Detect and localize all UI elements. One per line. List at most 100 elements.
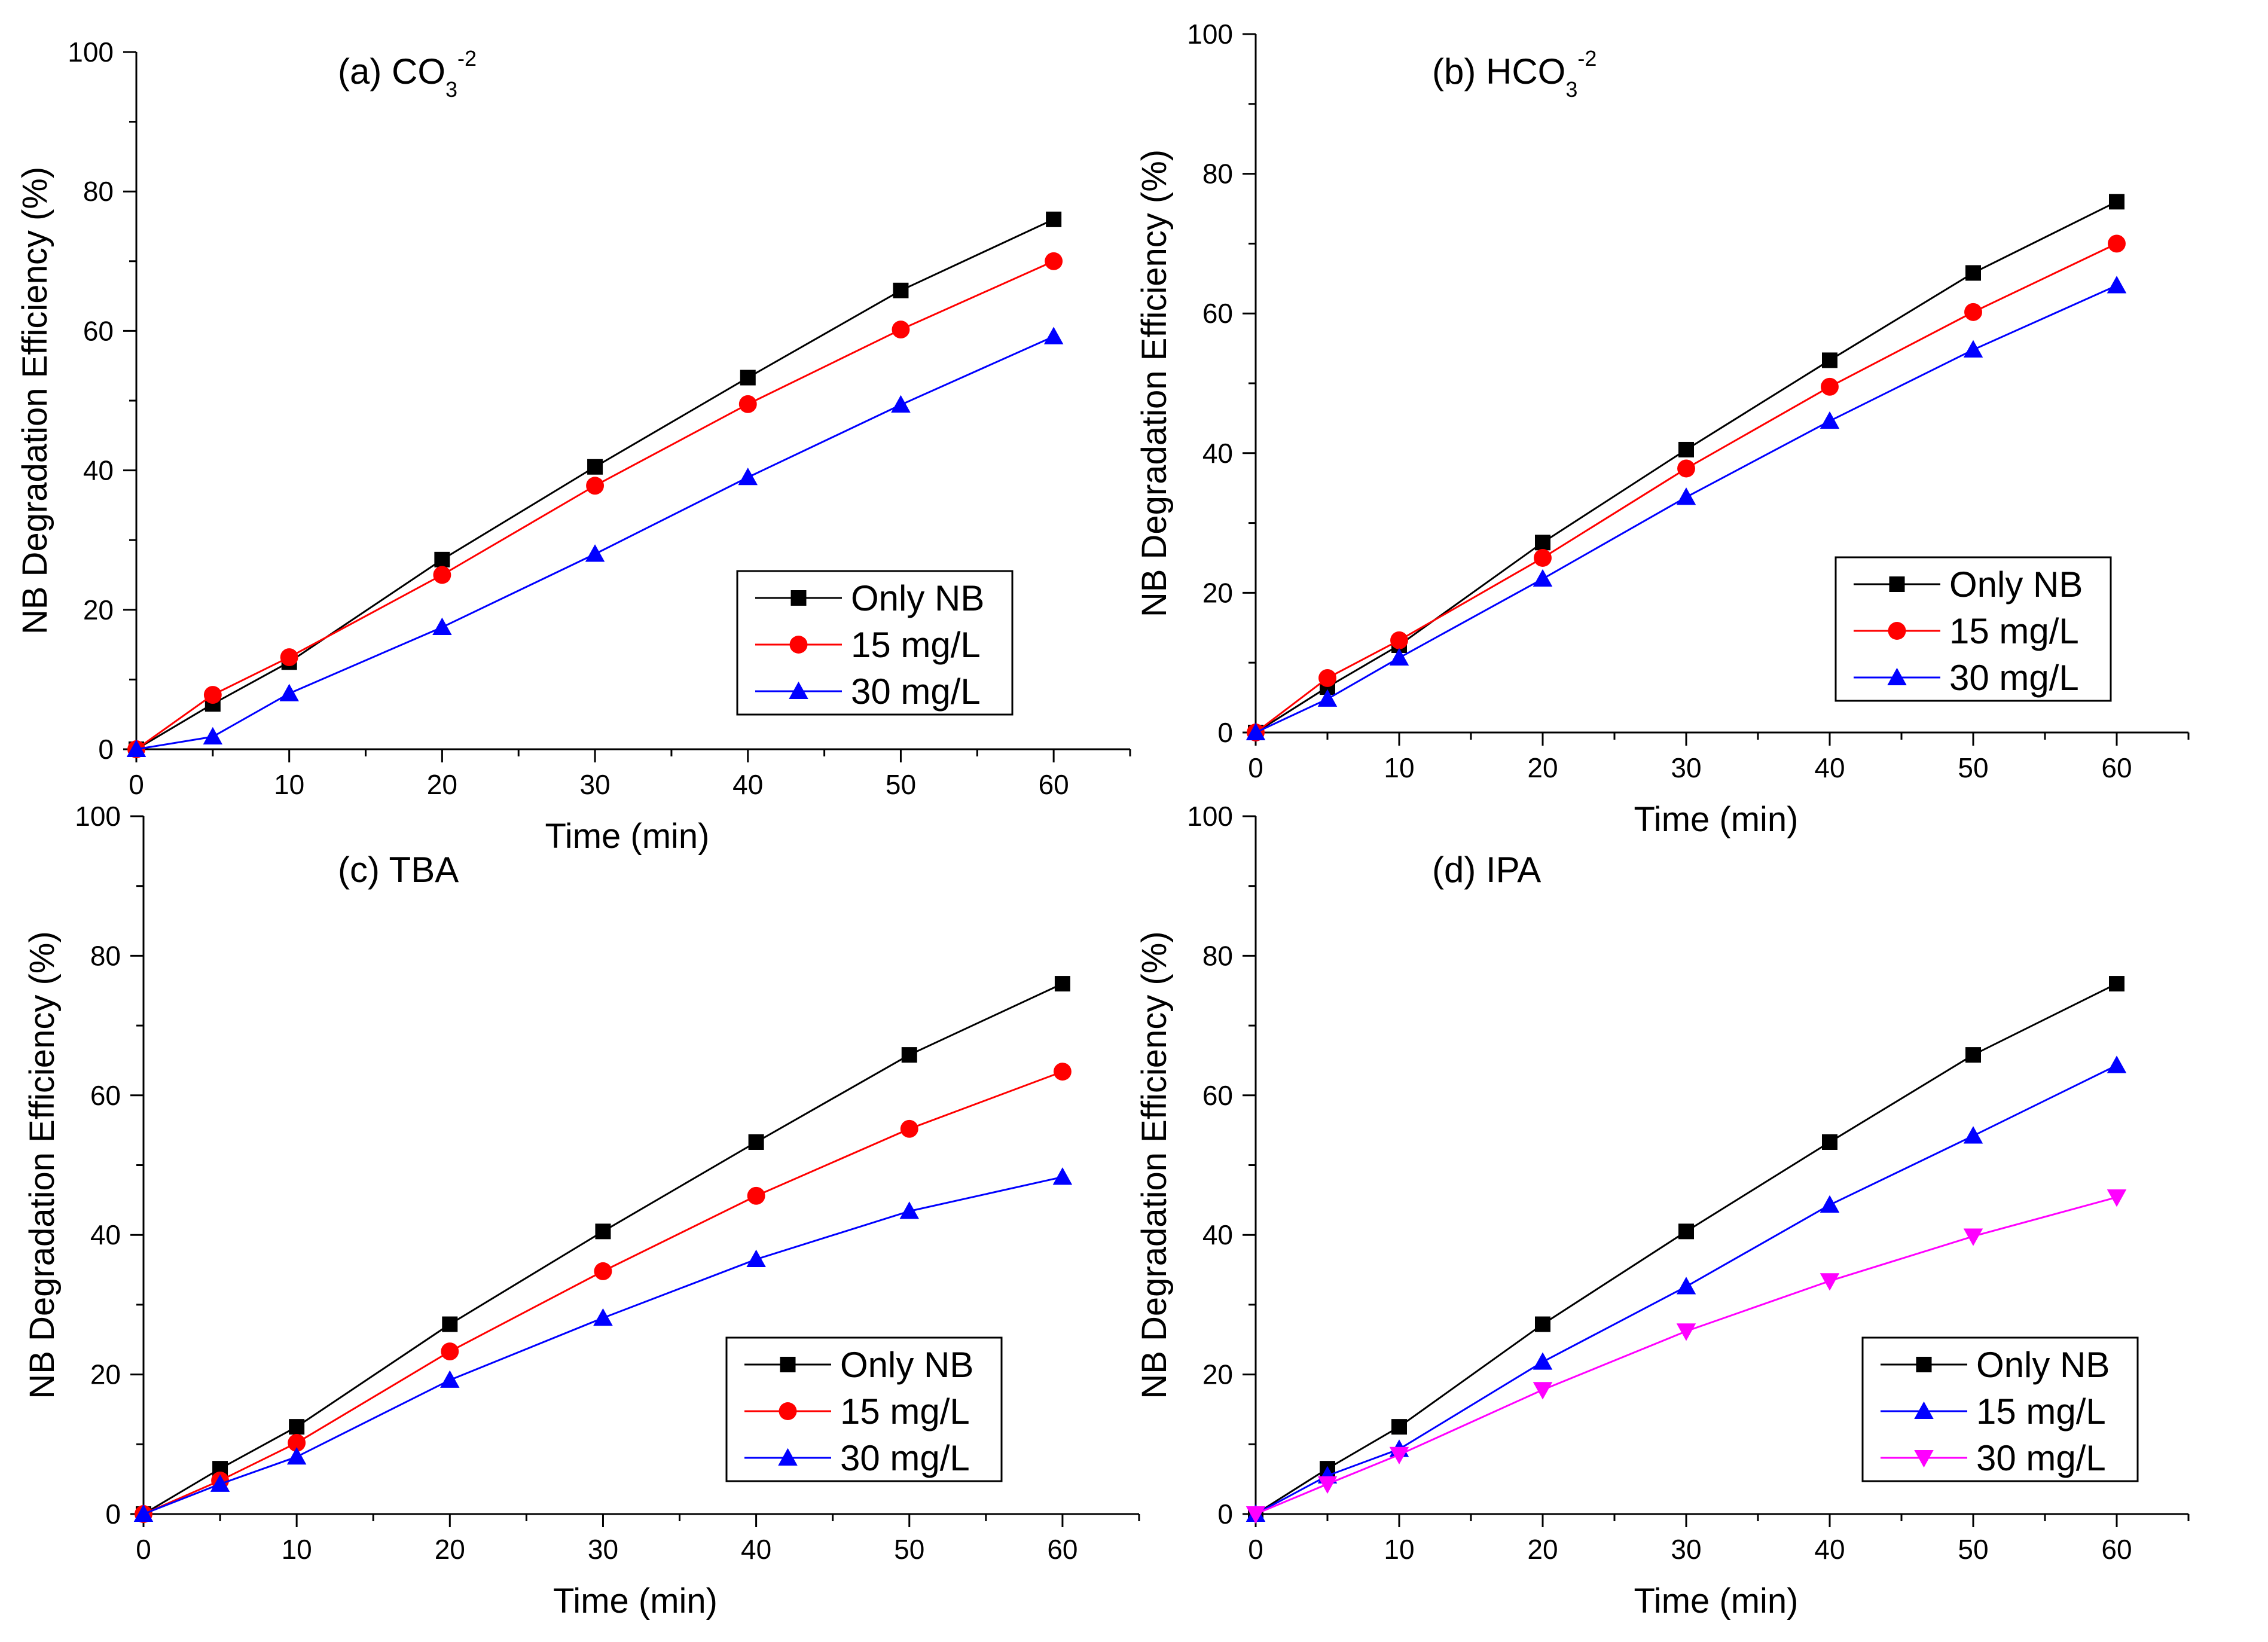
series-line xyxy=(136,218,1054,750)
x-tick-label: 10 xyxy=(282,1534,312,1565)
data-point xyxy=(1246,722,1266,740)
x-tick-label: 20 xyxy=(1527,1534,1558,1565)
legend-marker xyxy=(1914,1450,1934,1468)
x-tick-label: 50 xyxy=(1958,1534,1988,1565)
data-point xyxy=(740,370,756,386)
y-tick-label: 0 xyxy=(98,734,114,765)
data-point xyxy=(892,321,910,339)
y-tick-label: 60 xyxy=(1202,298,1233,329)
data-point xyxy=(1317,1476,1338,1494)
data-point xyxy=(2109,976,2124,992)
data-point xyxy=(288,1434,306,1452)
legend: Only NB 15 mg/L 30 mg/L xyxy=(1861,1336,2139,1482)
legend-marker xyxy=(1914,1401,1934,1419)
data-point xyxy=(900,1119,918,1138)
data-point xyxy=(1533,1382,1553,1400)
data-point xyxy=(1820,1195,1840,1213)
data-point xyxy=(1317,689,1338,707)
data-point xyxy=(1821,377,1839,396)
x-tick-label: 50 xyxy=(1958,752,1988,783)
panel-title-subscript: 3 xyxy=(445,77,457,102)
data-point xyxy=(1535,535,1550,551)
data-point xyxy=(1391,1419,1407,1435)
data-point xyxy=(1389,1446,1409,1465)
panel-title-label: (b) HCO xyxy=(1432,51,1565,91)
x-tick-label: 60 xyxy=(2101,752,2132,783)
data-point xyxy=(1822,1134,1837,1150)
data-point xyxy=(280,648,298,667)
series-line xyxy=(136,335,1054,750)
y-tick-label: 40 xyxy=(90,1219,121,1250)
x-tick-label: 30 xyxy=(1671,1534,1701,1565)
panel-title: (a) CO3-2 xyxy=(338,46,477,102)
x-axis-title: Time (min) xyxy=(553,1582,718,1620)
data-point xyxy=(203,686,222,704)
legend-marker xyxy=(778,1448,798,1466)
data-point xyxy=(1054,976,1070,992)
data-point xyxy=(1390,631,1408,649)
data-point xyxy=(433,566,451,584)
series-line xyxy=(1255,1064,2117,1515)
legend-label: Only NB xyxy=(1949,564,2083,605)
x-axis-title: Time (min) xyxy=(1634,800,1799,839)
x-tick-label: 60 xyxy=(1047,1534,1077,1565)
data-point xyxy=(203,727,223,745)
legend: Only NB 15 mg/L 30 mg/L xyxy=(736,570,1014,716)
data-point xyxy=(738,468,758,486)
y-tick-label: 60 xyxy=(90,1080,121,1111)
data-point xyxy=(2107,276,2127,294)
data-point xyxy=(1676,487,1696,505)
data-point xyxy=(440,1370,460,1388)
data-point xyxy=(289,1419,305,1435)
data-point xyxy=(1820,1273,1840,1291)
legend-marker xyxy=(789,681,808,699)
chart-panel-b: 0 10 20 30 40 50 60 0 20 40 60 80 100 Time (min) NB De… xyxy=(1135,19,2190,839)
y-tick-label: 40 xyxy=(1202,438,1233,469)
x-tick-label: 0 xyxy=(1248,1534,1263,1565)
series-line xyxy=(143,1176,1063,1515)
data-point xyxy=(1677,459,1695,478)
data-point xyxy=(585,544,605,562)
data-point xyxy=(595,1223,611,1240)
x-axis-title: Time (min) xyxy=(545,817,710,856)
legend-label: Only NB xyxy=(1976,1345,2110,1385)
panel-title-superscript: -2 xyxy=(457,46,477,71)
x-tick-label: 10 xyxy=(1384,752,1414,783)
data-point xyxy=(126,739,146,757)
legend: Only NB 15 mg/L 30 mg/L xyxy=(725,1336,1003,1482)
data-point xyxy=(899,1201,920,1219)
panel-title-label: (d) IPA xyxy=(1432,850,1541,890)
data-point xyxy=(2107,1189,2127,1207)
data-point xyxy=(434,551,450,567)
x-tick-label: 20 xyxy=(1527,752,1558,783)
chart-panel-c: 0 10 20 30 40 50 60 0 20 40 60 80 100 Time (min) NB De… xyxy=(23,801,1140,1620)
y-tick-label: 100 xyxy=(68,36,114,68)
data-point xyxy=(286,1447,307,1465)
x-tick-label: 20 xyxy=(427,769,457,800)
chart-panel-a: 0 10 20 30 40 50 60 0 20 40 60 80 100 Time (min) NB De… xyxy=(16,36,1131,856)
data-point xyxy=(893,282,909,298)
y-tick-label: 40 xyxy=(83,455,114,486)
data-point xyxy=(1045,252,1063,270)
data-point xyxy=(738,395,757,413)
y-tick-label: 100 xyxy=(1187,801,1233,832)
x-tick-label: 40 xyxy=(741,1534,771,1565)
data-point xyxy=(587,459,603,475)
x-tick-label: 50 xyxy=(894,1534,924,1565)
series-line xyxy=(1255,243,2117,734)
legend-label: 15 mg/L xyxy=(851,625,981,665)
data-point xyxy=(1678,1223,1694,1240)
panel-title: (b) HCO3-2 xyxy=(1432,46,1597,102)
data-point xyxy=(1963,340,1983,358)
data-point xyxy=(1678,441,1694,457)
panel-title-subscript: 3 xyxy=(1565,77,1577,102)
series-line xyxy=(1255,1196,2117,1515)
legend-label: 30 mg/L xyxy=(1949,658,2079,698)
data-point xyxy=(891,395,911,413)
data-point xyxy=(1965,265,1981,281)
y-tick-label: 20 xyxy=(1202,577,1233,608)
y-tick-label: 20 xyxy=(90,1359,121,1390)
series-3 xyxy=(126,326,1064,757)
x-tick-label: 30 xyxy=(1671,752,1701,783)
